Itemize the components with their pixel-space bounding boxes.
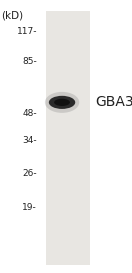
Text: 85-: 85- [22, 57, 37, 66]
Text: 117-: 117- [16, 27, 37, 36]
Text: 19-: 19- [22, 203, 37, 212]
Text: 48-: 48- [22, 109, 37, 118]
Text: (kD): (kD) [1, 11, 23, 21]
Text: 26-: 26- [22, 169, 37, 178]
Ellipse shape [45, 92, 79, 113]
Ellipse shape [49, 96, 75, 109]
Text: 34-: 34- [22, 136, 37, 145]
Bar [46, 11, 90, 265]
Text: GBA3: GBA3 [95, 95, 132, 109]
Ellipse shape [54, 99, 70, 106]
